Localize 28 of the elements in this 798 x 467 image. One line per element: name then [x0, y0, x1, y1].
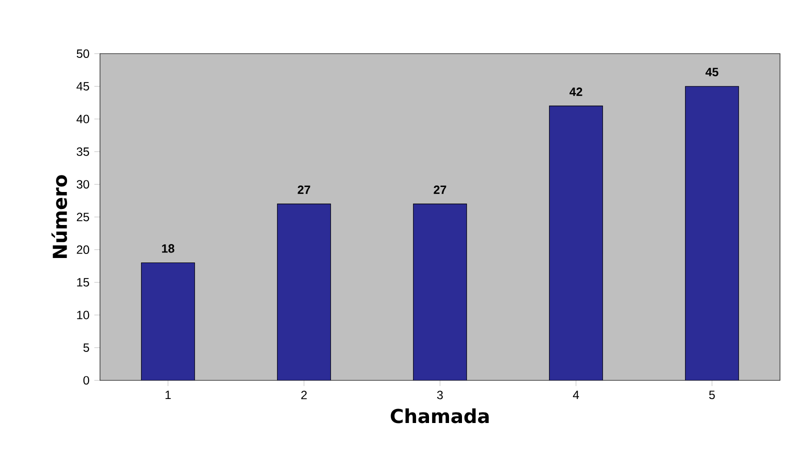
bar	[277, 204, 331, 380]
data-label: 45	[706, 68, 718, 76]
y-tick-label: 30	[76, 180, 90, 189]
bar	[549, 106, 603, 380]
y-tick-label: 50	[76, 49, 90, 58]
bar	[413, 204, 467, 380]
data-label: 42	[570, 88, 582, 96]
bar	[685, 86, 739, 380]
data-label: 27	[434, 186, 446, 194]
y-tick-label: 0	[83, 376, 90, 385]
x-tick-label: 4	[572, 390, 579, 399]
y-tick-label: 25	[76, 212, 90, 222]
x-axis-title: Chamada	[390, 408, 489, 424]
bar	[141, 262, 195, 380]
x-tick-label: 5	[709, 390, 715, 400]
y-tick-label: 15	[77, 278, 90, 287]
y-tick-label: 10	[77, 310, 90, 320]
x-tick-label: 1	[166, 390, 171, 399]
x-tick-label: 3	[437, 390, 443, 400]
y-tick-label: 45	[76, 82, 90, 91]
y-tick-label: 5	[83, 343, 90, 352]
y-axis-title: Número	[51, 175, 68, 258]
y-tick-label: 20	[76, 245, 90, 254]
y-tick-label: 35	[76, 147, 90, 156]
data-label: 27	[298, 186, 310, 194]
data-label: 18	[162, 244, 174, 253]
y-tick-label: 40	[76, 114, 90, 124]
x-tick-label: 2	[301, 390, 307, 400]
